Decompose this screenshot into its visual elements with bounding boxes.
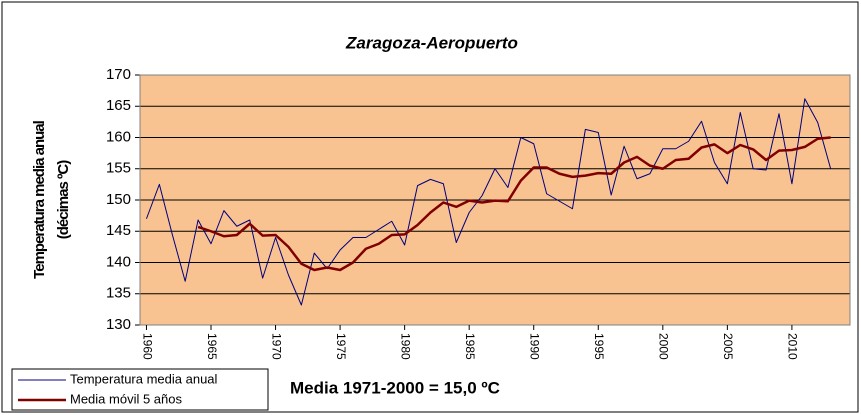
y-tick-label: 150	[106, 191, 131, 208]
y-tick-label: 130	[106, 316, 131, 333]
legend-label: Temperatura media anual	[70, 371, 218, 386]
legend-box	[11, 368, 269, 411]
data-line	[145, 98, 832, 306]
x-tick-label: 1960	[140, 333, 154, 360]
x-tick-label: 1975	[334, 333, 348, 360]
y-tick-label: 170	[106, 66, 131, 83]
y-tick-label: 165	[106, 97, 131, 114]
x-tick-label: 2000	[657, 333, 671, 360]
x-tick-label: 2010	[786, 333, 800, 360]
y-tick-label: 140	[106, 253, 131, 270]
y-tick-label: 160	[106, 128, 131, 145]
y-axis-label: Temperatura media anual	[31, 120, 48, 278]
plot-border	[139, 74, 851, 326]
y-tick-label: 155	[106, 160, 131, 177]
x-tick-label: 1985	[463, 333, 477, 360]
y-tick-label: 135	[106, 285, 131, 302]
y-axis-label: (décimas ºC)	[55, 160, 72, 240]
x-tick-label: 1965	[205, 333, 219, 360]
x-tick-label: 1995	[592, 333, 606, 360]
x-tick-label: 1990	[528, 333, 542, 360]
x-tick-label: 2005	[721, 333, 735, 360]
x-tick-label: 1970	[269, 333, 283, 360]
chart-title: Zaragoza-Aeropuerto	[345, 33, 518, 52]
y-tick-label: 145	[106, 222, 131, 239]
data-line	[197, 136, 831, 272]
legend-label: Media móvil 5 años	[70, 391, 182, 406]
x-tick-label: 1980	[398, 333, 412, 360]
annotation: Media 1971-2000 = 15,0 ºC	[290, 378, 500, 397]
